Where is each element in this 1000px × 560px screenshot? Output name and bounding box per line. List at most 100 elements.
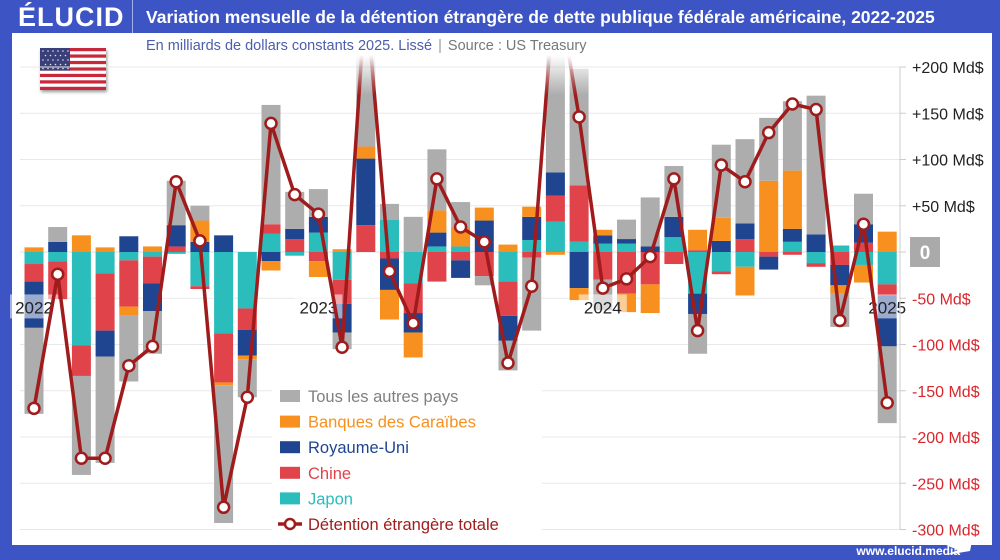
- bar-segment-royaume_uni: [569, 252, 589, 289]
- total-point: [169, 174, 183, 189]
- bar-segment-caraibes: [95, 247, 115, 252]
- bar-segment-royaume_uni: [119, 236, 139, 252]
- total-point: [738, 174, 752, 189]
- x-tick-label: 2022: [15, 298, 53, 317]
- y-tick-label: -50 Md$: [912, 291, 971, 308]
- bar-segment-japon: [593, 243, 613, 252]
- bar-segment-caraibes: [214, 382, 234, 386]
- legend-swatch-japon: [280, 492, 300, 505]
- bar-segment-japon: [24, 252, 44, 265]
- bar-segment-autres: [782, 101, 802, 171]
- bar-segment-caraibes: [498, 244, 518, 252]
- bar-segment-japon: [522, 239, 542, 252]
- bar-segment-royaume_uni: [593, 235, 613, 244]
- bar-segment-japon: [806, 252, 826, 264]
- total-point: [287, 187, 302, 202]
- total-point: [880, 396, 894, 410]
- bar-segment-caraibes: [332, 249, 352, 252]
- bar-segment-japon: [143, 252, 162, 257]
- total-point: [809, 102, 823, 117]
- bar-segment-royaume_uni: [166, 225, 186, 247]
- bar-segment-royaume_uni: [214, 235, 234, 252]
- legend-point-icon: [283, 517, 297, 531]
- bar-segment-caraibes: [640, 284, 660, 314]
- total-point: [74, 451, 89, 466]
- bar-segment-chine: [166, 246, 186, 252]
- legend-swatch-chine: [280, 466, 300, 479]
- bar-segment-caraibes: [237, 355, 257, 360]
- bar-segment-royaume_uni: [48, 241, 68, 252]
- y-tick-label: 0: [920, 243, 931, 264]
- bar-segment-chine: [451, 252, 471, 261]
- y-axis: +200 Md$ +150 Md$ +100 Md$ +50 Md$ 0 -50 Md$ -…: [899, 60, 984, 540]
- total-point: [27, 401, 41, 416]
- bar-segment-autres: [48, 227, 68, 242]
- total-point: [50, 267, 65, 281]
- total-point: [619, 272, 634, 286]
- bar-segment-japon: [71, 252, 91, 346]
- bar-segment-chine: [759, 252, 779, 257]
- y-tick-label: +200 Md$: [912, 60, 984, 77]
- bar-segment-chine: [24, 264, 44, 282]
- x-tick-label: 2023: [299, 298, 337, 317]
- legend-label: Détention étrangère totale: [308, 516, 499, 534]
- bar-segment-japon: [427, 246, 447, 252]
- bar-segment-japon: [166, 252, 186, 254]
- legend-background: [272, 384, 542, 539]
- legend-swatch-royaume_uni: [280, 441, 300, 454]
- total-point: [643, 249, 657, 264]
- bar-segment-caraibes: [830, 285, 850, 294]
- total-point: [453, 220, 468, 234]
- bar-segment-autres: [640, 197, 660, 247]
- bar-segment-chine: [119, 260, 139, 307]
- bar-segment-chine: [95, 273, 115, 331]
- bar-segment-royaume_uni: [759, 256, 779, 270]
- x-tick-label: 2024: [584, 298, 622, 317]
- bar-segment-autres: [854, 193, 873, 225]
- bar-segment-japon: [782, 241, 802, 252]
- elucid-logo: ÉLUCID: [18, 2, 125, 32]
- bar-segment-japon: [48, 252, 68, 262]
- bar-segment-japon: [214, 252, 234, 334]
- us-flag-icon: [40, 48, 106, 90]
- total-point: [98, 451, 112, 466]
- bar-segment-chine: [688, 250, 708, 252]
- total-point: [524, 279, 539, 293]
- bar-segment-royaume_uni: [308, 216, 328, 233]
- total-point: [785, 97, 800, 111]
- bar-segment-autres: [190, 205, 210, 221]
- bar-segment-chine: [806, 263, 826, 267]
- bar-segment-caraibes: [474, 207, 494, 221]
- x-tick-label: 2025: [868, 298, 906, 317]
- total-point: [406, 316, 420, 330]
- total-line-layer: [27, 0, 894, 515]
- bar-segment-autres: [617, 219, 636, 240]
- total-point: [193, 234, 207, 248]
- total-point: [667, 172, 681, 186]
- bar-segment-autres: [474, 276, 494, 286]
- total-point: [477, 235, 492, 249]
- bar-segment-japon: [617, 243, 636, 252]
- y-tick-label: -300 Md$: [912, 523, 980, 540]
- bar-segment-royaume_uni: [427, 232, 447, 247]
- bar-segment-caraibes: [735, 266, 755, 296]
- bar-segment-royaume_uni: [356, 158, 376, 226]
- bar-segment-chine: [782, 252, 802, 255]
- bar-segment-japon: [285, 252, 305, 256]
- bar-segment-royaume_uni: [664, 216, 684, 238]
- bar-segment-chine: [71, 345, 91, 376]
- total-point: [145, 339, 160, 354]
- bar-segment-caraibes: [261, 261, 281, 271]
- bar-segment-japon: [261, 233, 281, 252]
- legend: Tous les autres pays Banques des Caraïbes…: [272, 384, 542, 539]
- y-tick-label: -250 Md$: [912, 476, 980, 493]
- total-point: [690, 323, 705, 338]
- bar-segment-royaume_uni: [451, 260, 471, 278]
- bar-segment-chine: [545, 195, 565, 222]
- bar-segment-caraibes: [143, 246, 162, 252]
- y-tick-label: +100 Md$: [912, 153, 984, 170]
- legend-label: Tous les autres pays: [308, 388, 458, 406]
- elucid-flag-icon: [946, 541, 972, 555]
- total-point: [856, 217, 871, 231]
